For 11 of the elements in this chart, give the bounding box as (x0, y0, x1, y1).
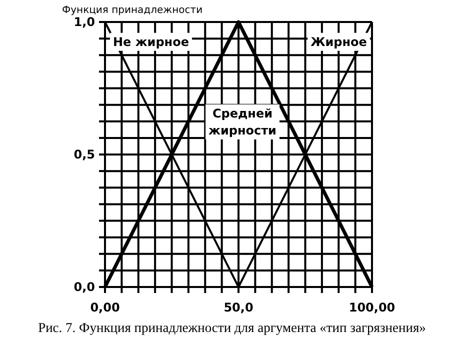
series-label: Средней жирности (208, 106, 276, 138)
legend-label: Не жирное (113, 34, 189, 49)
series-label: Жирное (310, 34, 367, 49)
x-tick-label: 0,00 (90, 300, 120, 315)
text: Рис. 7. Функция принадлежности для аргумента «тип загрязнения» (38, 320, 426, 335)
x-tick-label: 100,00 (348, 300, 396, 315)
x-tick-label: 50,0 (224, 300, 254, 315)
chart-title: Функция принадлежности (62, 5, 203, 16)
y-tick-label: 1,0 (74, 14, 95, 29)
y-tick-label: 0,5 (74, 147, 95, 162)
y-tick-label: 0,0 (74, 280, 95, 294)
